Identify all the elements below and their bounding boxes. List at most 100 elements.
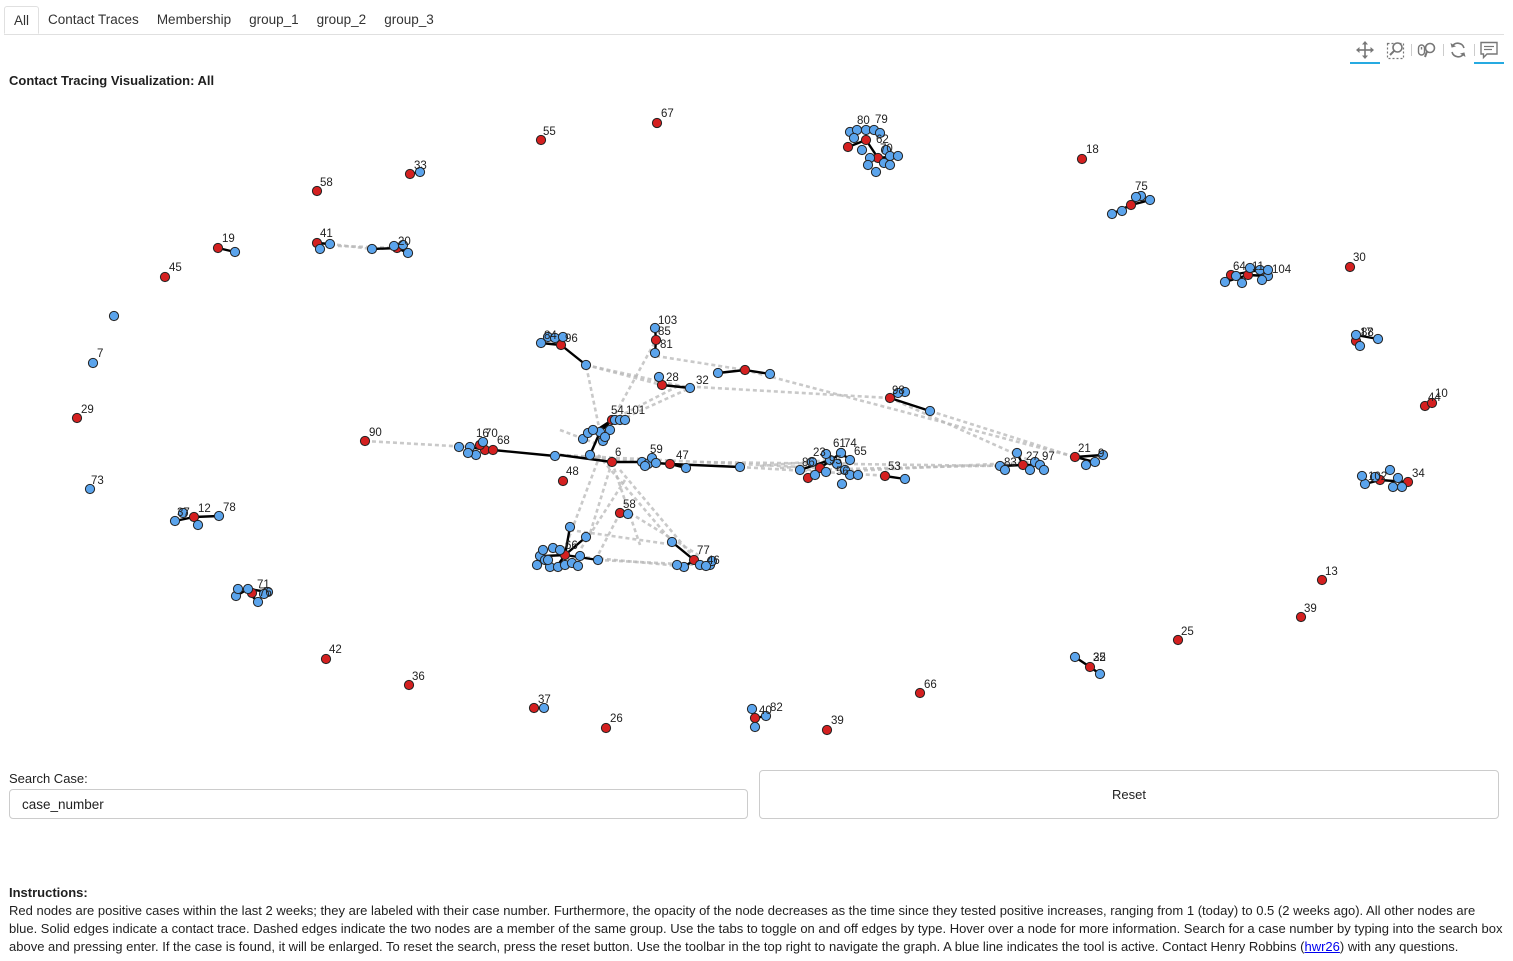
contact-node[interactable] (572, 560, 584, 572)
contact-node[interactable] (1256, 274, 1268, 286)
contact-node[interactable] (794, 464, 806, 476)
contact-node[interactable] (666, 536, 678, 548)
contact-node[interactable] (684, 382, 696, 394)
contact-node[interactable] (477, 436, 489, 448)
contact-node[interactable] (1094, 668, 1106, 680)
contact-node[interactable] (557, 331, 569, 343)
contact-node[interactable] (462, 447, 474, 459)
contact-node[interactable] (402, 247, 414, 259)
contact-node[interactable] (639, 460, 651, 472)
contact-node[interactable] (999, 464, 1011, 476)
contact-node[interactable] (700, 560, 712, 572)
contact-node[interactable] (862, 159, 874, 171)
positive-case-node[interactable] (528, 702, 540, 714)
contact-node[interactable] (1384, 464, 1396, 476)
contact-node[interactable] (848, 132, 860, 144)
positive-case-node[interactable] (879, 470, 891, 482)
contact-node[interactable] (84, 483, 96, 495)
contact-node[interactable] (749, 721, 761, 733)
contact-node[interactable] (820, 466, 832, 478)
contact-node[interactable] (884, 159, 896, 171)
contact-node[interactable] (1372, 333, 1384, 345)
contact-node[interactable] (87, 357, 99, 369)
positive-case-node[interactable] (1426, 397, 1438, 409)
positive-case-node[interactable] (1172, 634, 1184, 646)
contact-node[interactable] (177, 507, 189, 519)
contact-node[interactable] (622, 508, 634, 520)
contact-node[interactable] (542, 554, 554, 566)
contact-node[interactable] (1396, 481, 1408, 493)
contact-node[interactable] (1144, 194, 1156, 206)
contact-node[interactable] (242, 583, 254, 595)
contact-node[interactable] (587, 424, 599, 436)
contact-node[interactable] (397, 239, 409, 251)
positive-case-node[interactable] (650, 334, 662, 346)
tab-group-1[interactable]: group_1 (249, 12, 299, 27)
contact-node[interactable] (1116, 205, 1128, 217)
positive-case-node[interactable] (1076, 153, 1088, 165)
positive-case-node[interactable] (1344, 261, 1356, 273)
contact-node[interactable] (366, 243, 378, 255)
positive-case-node[interactable] (404, 168, 416, 180)
contact-node[interactable] (836, 478, 848, 490)
positive-case-node[interactable] (606, 456, 618, 468)
positive-case-node[interactable] (320, 653, 332, 665)
positive-case-node[interactable] (1017, 459, 1029, 471)
contact-node[interactable] (734, 461, 746, 473)
contact-node[interactable] (574, 550, 586, 562)
positive-case-node[interactable] (159, 271, 171, 283)
tab-all[interactable]: All (4, 6, 40, 34)
contact-node[interactable] (324, 238, 336, 250)
contact-node[interactable] (108, 310, 120, 322)
positive-case-node[interactable] (600, 722, 612, 734)
nodes[interactable] (71, 117, 1438, 736)
contact-node[interactable] (671, 559, 683, 571)
contact-node[interactable] (1350, 329, 1362, 341)
contact-link[interactable]: hwr26 (1304, 939, 1340, 954)
positive-case-node[interactable] (739, 364, 751, 376)
contact-node[interactable] (592, 554, 604, 566)
contact-node[interactable] (764, 368, 776, 380)
contact-node[interactable] (619, 414, 631, 426)
contact-node[interactable] (554, 544, 566, 556)
contact-node[interactable] (538, 702, 550, 714)
contact-node[interactable] (680, 462, 692, 474)
contact-node[interactable] (535, 337, 547, 349)
contact-node[interactable] (1130, 191, 1142, 203)
positive-case-node[interactable] (188, 511, 200, 523)
contact-node[interactable] (712, 367, 724, 379)
contact-node[interactable] (213, 510, 225, 522)
search-case-input[interactable] (9, 789, 748, 819)
contact-node[interactable] (760, 710, 772, 722)
tab-membership[interactable]: Membership (156, 12, 232, 27)
contact-node[interactable] (1244, 262, 1256, 274)
positive-case-node[interactable] (664, 458, 676, 470)
contact-node[interactable] (580, 359, 592, 371)
contact-node[interactable] (746, 703, 758, 715)
contact-node[interactable] (1106, 208, 1118, 220)
tab-group-2[interactable]: group_2 (316, 12, 367, 27)
positive-case-node[interactable] (884, 392, 896, 404)
hover-tool-button[interactable] (1474, 38, 1504, 64)
contact-node[interactable] (1387, 481, 1399, 493)
contact-node[interactable] (649, 322, 661, 334)
contact-node[interactable] (1262, 264, 1274, 276)
contact-node[interactable] (1069, 651, 1081, 663)
contact-node[interactable] (653, 371, 665, 383)
positive-case-node[interactable] (1295, 611, 1307, 623)
contact-node[interactable] (531, 559, 543, 571)
contact-node[interactable] (924, 405, 936, 417)
contact-node[interactable] (856, 144, 868, 156)
contact-node[interactable] (899, 473, 911, 485)
positive-case-node[interactable] (403, 679, 415, 691)
positive-case-node[interactable] (535, 134, 547, 146)
wheel-zoom-tool-button[interactable] (1412, 38, 1442, 64)
positive-case-node[interactable] (914, 687, 926, 699)
contact-node[interactable] (564, 521, 576, 533)
contact-node[interactable] (1038, 464, 1050, 476)
positive-case-node[interactable] (487, 444, 499, 456)
contact-node[interactable] (453, 441, 465, 453)
contact-node[interactable] (169, 515, 181, 527)
positive-case-node[interactable] (311, 185, 323, 197)
